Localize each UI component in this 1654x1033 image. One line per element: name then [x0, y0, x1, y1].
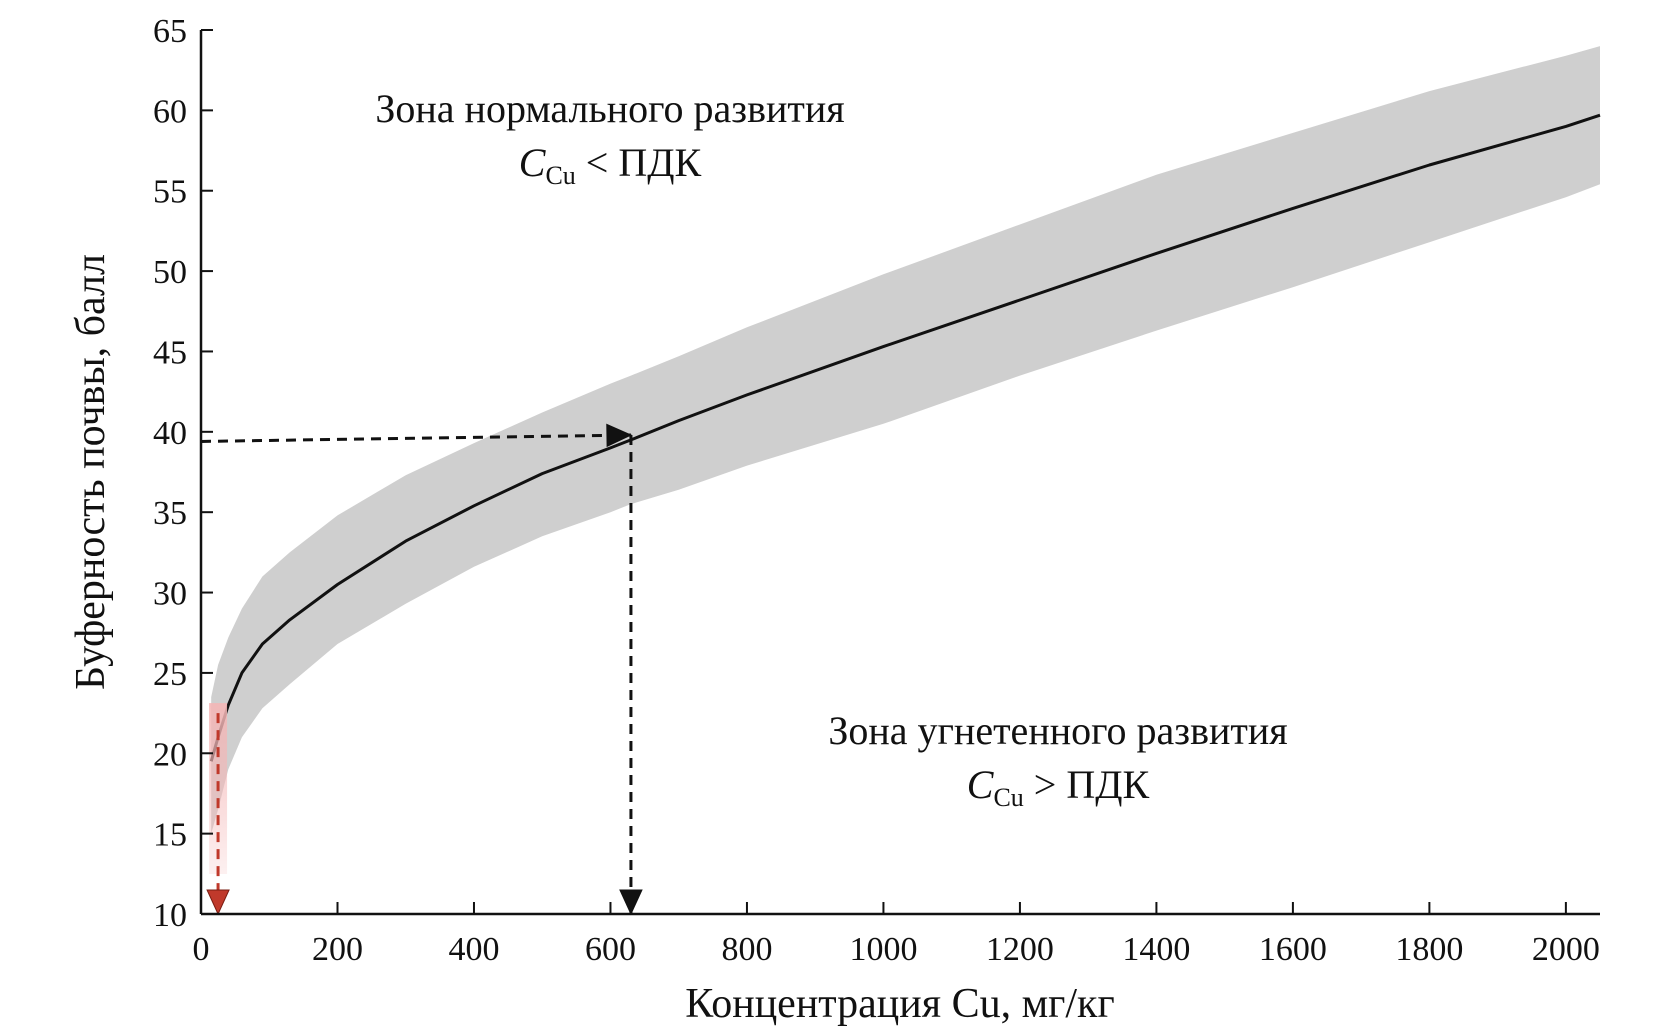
y-axis-title: Буферность почвы, балл: [68, 254, 114, 690]
x-tick-label: 1400: [1122, 931, 1190, 968]
x-tick-label: 800: [721, 931, 772, 968]
zone-normal-symbol: C: [519, 140, 547, 185]
x-tick-label: 0: [193, 931, 210, 968]
zone-normal-subscript: Cu: [545, 161, 575, 190]
zone-inhibited-title: Зона угнетенного развития: [828, 708, 1287, 753]
x-tick-label: 1600: [1259, 931, 1327, 968]
zone-normal-relation: < ПДК: [586, 140, 702, 185]
trend-line-layer: [209, 113, 1601, 762]
x-tick-label: 2000: [1532, 931, 1600, 968]
arrow-head: [619, 889, 643, 916]
zone-inhibited-symbol: C: [967, 762, 995, 807]
zone-inhibited-formula: CCu > ПДК: [967, 762, 1150, 812]
y-tick-label: 25: [153, 656, 187, 693]
trend-line: [209, 113, 1601, 762]
y-tick-label: 35: [153, 495, 187, 532]
zone-normal-title: Зона нормального развития: [375, 86, 844, 131]
zone-normal: Зона нормального развития CCu < ПДК: [375, 86, 844, 190]
y-tick-label: 40: [153, 415, 187, 452]
axes: [199, 30, 1600, 916]
dashed-arrow-line: [200, 433, 631, 443]
arrow-head: [206, 889, 230, 916]
annotation-layer: [200, 423, 643, 916]
zone-normal-formula: CCu < ПДК: [519, 140, 702, 190]
tick-layer: 0 200 400 600 800 1000 1200 1400 1600 1800 2000 10 1…: [153, 13, 1600, 968]
zone-inhibited: Зона угнетенного развития CCu > ПДК: [828, 708, 1287, 812]
zone-inhibited-subscript: Cu: [993, 783, 1023, 812]
arrow-head: [606, 423, 633, 448]
x-tick-label: 400: [448, 931, 499, 968]
y-tick-label: 30: [153, 576, 187, 613]
x-tick-label: 1000: [849, 931, 917, 968]
confidence-band: [211, 46, 1601, 834]
y-tick-label: 20: [153, 736, 187, 773]
y-tick-label: 15: [153, 817, 187, 854]
x-tick-label: 200: [312, 931, 363, 968]
y-tick-label: 45: [153, 334, 187, 371]
y-tick-label: 65: [153, 13, 187, 50]
x-axis-title: Концентрация Cu, мг/кг: [685, 981, 1114, 1027]
y-tick-label: 50: [153, 254, 187, 291]
confidence-band-layer: [211, 46, 1601, 834]
y-tick-label: 60: [153, 93, 187, 130]
y-tick-label: 55: [153, 174, 187, 211]
zone-inhibited-relation: > ПДК: [1034, 762, 1150, 807]
x-tick-label: 1800: [1395, 931, 1463, 968]
y-tick-label: 10: [153, 897, 187, 934]
x-tick-label: 1200: [986, 931, 1054, 968]
x-tick-label: 600: [585, 931, 636, 968]
